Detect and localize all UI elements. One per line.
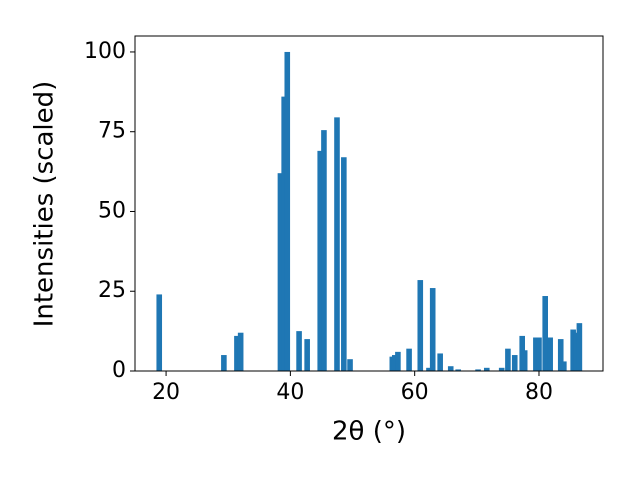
y-tick-label: 0 <box>112 358 126 383</box>
bar <box>341 157 347 371</box>
y-axis-label: Intensities (scaled) <box>30 81 60 328</box>
bar <box>505 348 511 371</box>
bar <box>321 130 327 371</box>
bar <box>533 337 539 371</box>
x-tick-label: 20 <box>152 380 180 405</box>
bar <box>281 96 287 371</box>
bar <box>304 339 310 371</box>
bar <box>284 51 291 371</box>
bar <box>437 353 443 371</box>
bar <box>221 355 227 371</box>
bar <box>511 355 518 371</box>
x-tick-label: 40 <box>276 380 304 405</box>
y-tick-label: 75 <box>98 119 126 144</box>
y-tick-label: 100 <box>84 39 126 64</box>
bar <box>570 329 576 371</box>
bar <box>483 367 490 371</box>
bar <box>542 296 548 371</box>
bar <box>561 361 567 371</box>
bar <box>573 332 580 371</box>
y-tick-label: 25 <box>98 278 126 303</box>
bar <box>576 323 583 371</box>
x-tick-label: 60 <box>401 380 429 405</box>
bar <box>429 288 436 371</box>
bar <box>277 173 284 371</box>
bar <box>498 367 505 371</box>
bar <box>475 369 481 371</box>
bar <box>234 335 240 371</box>
x-tick-label: 80 <box>525 380 553 405</box>
bar <box>447 366 454 371</box>
x-axis-label: 2θ (°) <box>332 417 406 447</box>
bar <box>426 367 432 371</box>
bar <box>536 337 542 371</box>
bar <box>395 351 401 371</box>
bar <box>317 150 324 371</box>
bar <box>156 294 163 371</box>
bar <box>296 331 302 371</box>
bar <box>237 332 244 371</box>
bar <box>391 355 398 371</box>
bar <box>521 350 528 371</box>
y-tick-label: 50 <box>98 198 126 223</box>
bar <box>455 369 461 371</box>
plot-frame <box>134 35 604 372</box>
bar <box>557 339 564 371</box>
bar <box>417 280 424 371</box>
bar <box>547 337 553 371</box>
bar <box>334 117 340 371</box>
bar <box>347 359 353 371</box>
bar <box>406 348 412 371</box>
